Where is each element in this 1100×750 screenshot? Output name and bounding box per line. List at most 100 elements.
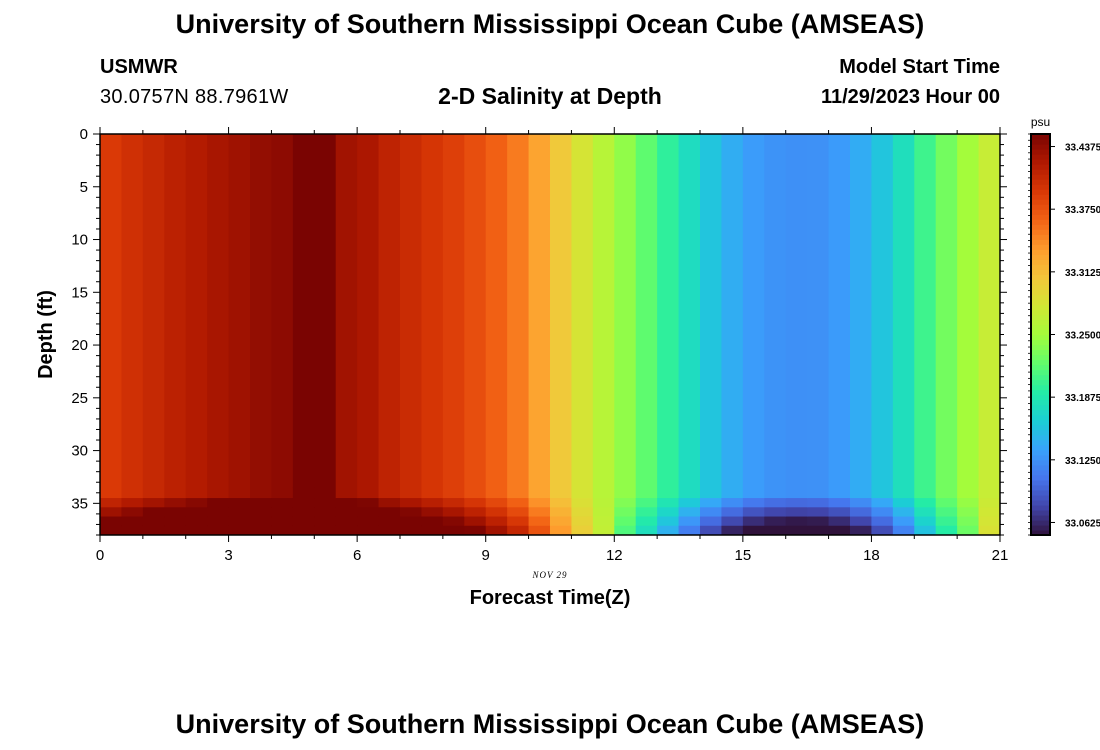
heatmap-cell xyxy=(250,498,272,508)
heatmap-cell xyxy=(142,516,165,527)
heatmap-cell xyxy=(914,525,937,536)
colorbar-segment xyxy=(1031,184,1050,190)
heatmap-cell xyxy=(292,525,315,536)
colorbar-segment xyxy=(1031,149,1050,155)
heatmap-cell xyxy=(121,525,144,536)
heatmap-cell xyxy=(871,525,894,536)
colorbar-segment xyxy=(1031,139,1050,145)
heatmap-cell xyxy=(207,134,230,499)
heatmap-cell xyxy=(100,134,122,499)
colorbar-segment xyxy=(1031,344,1050,351)
heatmap-cell xyxy=(871,498,894,508)
heatmap-cell xyxy=(142,134,165,499)
heatmap-cell xyxy=(614,525,637,536)
colorbar-segment xyxy=(1031,489,1050,496)
y-axis-label: Depth (ft) xyxy=(35,290,57,379)
colorbar-segment xyxy=(1031,284,1050,290)
heatmap-cell xyxy=(185,134,208,499)
heatmap-cell xyxy=(250,525,272,536)
heatmap-cell xyxy=(657,498,680,508)
colorbar-segment xyxy=(1031,379,1050,386)
heatmap-cell xyxy=(592,525,615,536)
colorbar-segment xyxy=(1031,339,1050,346)
heatmap-cell xyxy=(185,516,208,527)
heatmap-cell xyxy=(892,498,915,508)
heatmap-cell xyxy=(957,525,980,536)
colorbar-segment xyxy=(1031,479,1050,486)
heatmap-cell xyxy=(957,507,980,518)
colorbar-segment xyxy=(1031,299,1050,306)
heatmap-cell xyxy=(100,498,122,508)
heatmap-cell xyxy=(828,507,851,518)
plot-subtitle: 2-D Salinity at Depth xyxy=(438,83,662,109)
x-tick-label: 6 xyxy=(353,547,361,564)
colorbar-segment xyxy=(1031,389,1050,396)
heatmap-cell xyxy=(507,507,530,518)
colorbar-segment xyxy=(1031,529,1050,536)
heatmap-cell xyxy=(421,498,444,508)
heatmap-cell xyxy=(807,134,830,499)
colorbar-segment xyxy=(1031,334,1050,341)
colorbar-segment xyxy=(1031,399,1050,406)
heatmap-cell xyxy=(678,525,701,536)
heatmap-cell xyxy=(271,498,294,508)
heatmap-cell xyxy=(507,134,530,499)
page-title: University of Southern Mississippi Ocean… xyxy=(175,9,925,39)
colorbar-segment xyxy=(1031,274,1050,280)
heatmap-cell xyxy=(100,516,122,527)
heatmap-cell xyxy=(142,525,165,536)
heatmap-cell xyxy=(828,134,851,499)
heatmap-cell xyxy=(421,507,444,518)
heatmap-cell xyxy=(528,525,551,536)
heatmap-cell xyxy=(314,134,337,499)
heatmap-cell xyxy=(421,525,444,536)
heatmap-cell xyxy=(378,507,401,518)
heatmap-cell xyxy=(485,507,508,518)
heatmap-cell xyxy=(721,498,744,508)
heatmap-cell xyxy=(442,134,465,499)
y-tick-label: 15 xyxy=(71,284,88,301)
heatmap-cell xyxy=(335,525,358,536)
heatmap-cell xyxy=(892,516,915,527)
heatmap-cell xyxy=(271,516,294,527)
heatmap-cell xyxy=(335,498,358,508)
y-tick-label: 35 xyxy=(71,495,88,512)
colorbar-segment xyxy=(1031,524,1050,531)
colorbar-segment xyxy=(1031,354,1050,361)
heatmap-cell xyxy=(957,134,980,499)
heatmap-cell xyxy=(228,507,251,518)
heatmap-cell xyxy=(314,525,337,536)
colorbar-segment xyxy=(1031,324,1050,331)
heatmap-cell xyxy=(957,498,980,508)
colorbar-segment xyxy=(1031,394,1050,401)
heatmap-cell xyxy=(871,507,894,518)
colorbar-segment xyxy=(1031,234,1050,240)
heatmap-cell xyxy=(207,525,230,536)
colorbar-tick-label: 33.0625 xyxy=(1065,518,1100,529)
heatmap-cell xyxy=(850,507,872,518)
heatmap-cell xyxy=(635,507,658,518)
colorbar-segment xyxy=(1031,419,1050,426)
heatmap-cell xyxy=(507,525,530,536)
heatmap-cell xyxy=(400,525,422,536)
colorbar-segment xyxy=(1031,239,1050,245)
x-tick-label: 9 xyxy=(482,547,490,564)
heatmap-cell xyxy=(807,525,830,536)
colorbar-segment xyxy=(1031,279,1050,285)
heatmap-cell xyxy=(764,507,787,518)
colorbar-segment xyxy=(1031,454,1050,461)
heatmap-cell xyxy=(678,134,701,499)
heatmap-cells xyxy=(100,134,1001,536)
colorbar-segment xyxy=(1031,434,1050,441)
colorbar-tick-label: 33.1250 xyxy=(1065,456,1100,467)
heatmap-cell xyxy=(142,498,165,508)
heatmap-cell xyxy=(764,516,787,527)
colorbar-segment xyxy=(1031,414,1050,421)
heatmap-cell xyxy=(785,516,808,527)
heatmap-cell xyxy=(700,507,722,518)
colorbar-segment xyxy=(1031,204,1050,210)
heatmap-cell xyxy=(978,516,1001,527)
heatmap-cell xyxy=(378,525,401,536)
colorbar-segment xyxy=(1031,349,1050,356)
heatmap-cell xyxy=(978,507,1001,518)
